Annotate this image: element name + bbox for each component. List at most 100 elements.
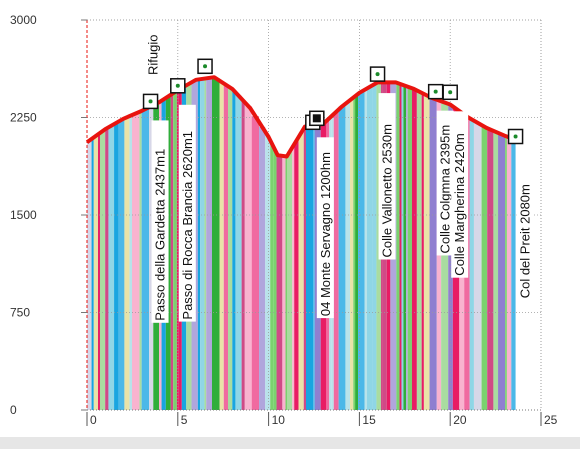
terrain-stripe: [305, 125, 314, 410]
terrain-stripe: [170, 93, 174, 411]
annotation-label-bg: [436, 110, 454, 256]
waypoint-marker-dot: [513, 134, 518, 139]
terrain-stripe: [141, 109, 150, 410]
terrain-stripe: [350, 98, 354, 410]
terrain-stripe: [487, 129, 494, 410]
annotation-label-bg: [516, 155, 534, 301]
terrain-stripe: [403, 85, 407, 411]
annotation-label: Colle Colgmna 2395m: [438, 125, 453, 254]
terrain-stripe: [355, 95, 359, 411]
terrain-stripe: [358, 91, 365, 410]
annotation-label: 04 Monte Servagno 1200hm: [318, 152, 333, 316]
terrain-stripe: [372, 84, 377, 410]
profile-line: [85, 75, 517, 159]
terrain-stripe: [396, 83, 400, 411]
x-tick-label: 5: [181, 413, 188, 427]
y-tick-label: 1500: [10, 208, 37, 222]
waypoint-marker-dot: [375, 72, 380, 77]
annotation-label-bg: [316, 137, 334, 319]
terrain-stripe: [399, 84, 402, 410]
annotation-label: Passo della Gardetta 2437m1: [153, 149, 168, 321]
waypoint-marker-dot: [433, 89, 438, 94]
annotation-labels: Rifugio Passo della Gardetta 2437m1 Passo …: [146, 35, 534, 323]
waypoint-marker-dot: [148, 99, 153, 104]
terrain-stripe: [99, 131, 106, 411]
waypoint-marker-dot: [203, 64, 208, 69]
terrain-stripe: [173, 91, 177, 411]
terrain-stripe: [411, 89, 417, 410]
annotation-label: Colle Margherina 2420m: [452, 133, 467, 275]
y-tick-label: 2250: [10, 111, 37, 125]
terrain-stripe: [473, 122, 482, 410]
terrain-stripe: [353, 96, 356, 411]
terrain-stripe: [469, 119, 474, 411]
terrain-stripe: [364, 89, 368, 410]
terrain-stripe: [129, 115, 133, 410]
terrain-stripe: [276, 155, 283, 410]
terrain-stripe: [87, 140, 92, 410]
terrain-stripe: [421, 93, 424, 410]
terrain-stripe: [197, 79, 201, 410]
annotation-label-bg: [451, 111, 469, 278]
terrain-stripe: [227, 87, 233, 411]
annotation-label-bg: [378, 93, 396, 260]
terrain-stripe: [132, 113, 140, 410]
x-tick-label: 10: [272, 413, 286, 427]
terrain-stripe: [273, 150, 277, 410]
y-tick-label: 3000: [10, 13, 37, 27]
annotation-label: Colle Vallonetto 2530m: [380, 124, 395, 257]
x-tick-label: 25: [544, 413, 558, 427]
annotation-label: Rifugio: [146, 35, 161, 75]
terrain-stripe: [423, 95, 430, 410]
terrain-stripe: [303, 126, 306, 410]
terrain-stripe: [114, 122, 119, 411]
terrain-stripe: [211, 78, 220, 411]
terrain-stripe: [481, 126, 488, 410]
terrain-stripe: [285, 156, 288, 410]
terrain-stripe: [232, 90, 236, 411]
terrain-stripe: [367, 86, 373, 411]
terrain-stripe: [294, 140, 299, 410]
terrain-stripe: [313, 125, 315, 411]
terrain-stripe: [108, 125, 115, 410]
y-tick-label: 750: [10, 306, 30, 320]
x-tick-label: 0: [90, 413, 97, 427]
terrain-stripe: [287, 151, 293, 410]
status-bar: [0, 437, 580, 449]
terrain-stripe: [91, 138, 94, 410]
terrain-stripe: [441, 102, 449, 411]
terrain-stripe: [93, 135, 99, 410]
terrain-stripe: [401, 84, 404, 410]
annotation-label-bg: [151, 120, 169, 323]
terrain-stripe: [406, 86, 408, 410]
terrain-stripe: [498, 134, 506, 410]
terrain-stripe: [139, 111, 142, 410]
terrain-stripe: [98, 133, 100, 410]
terrain-stripe: [265, 135, 271, 410]
terrain-stripe: [223, 84, 228, 411]
terrain-stripe: [338, 106, 346, 410]
terrain-stripe: [270, 143, 274, 410]
terrain-stripe: [219, 82, 224, 410]
summit-marker-dot: [312, 114, 321, 123]
x-tick-label: 20: [453, 413, 467, 427]
terrain-stripe: [333, 111, 339, 410]
terrain-stripe: [506, 137, 512, 410]
terrain-stripe: [241, 100, 245, 411]
terrain-stripe: [416, 91, 422, 410]
terrain-stripe: [259, 126, 266, 411]
terrain-stripe: [149, 106, 154, 410]
terrain-stripe: [235, 95, 242, 410]
terrain-stripe: [105, 128, 109, 410]
terrain-stripe: [298, 132, 304, 410]
waypoint-marker-dot: [175, 83, 180, 88]
y-tick-label: 0: [10, 403, 17, 417]
annotation-markers: [142, 58, 524, 145]
terrain-stripe: [206, 77, 212, 410]
terrain-stripe: [282, 156, 286, 410]
terrain-stripe: [244, 106, 252, 410]
terrain-stripe: [251, 116, 260, 410]
terrain-stripe: [493, 131, 499, 411]
annotation-label: Col del Preit 2080m: [518, 184, 533, 298]
terrain-stripe: [176, 90, 179, 410]
